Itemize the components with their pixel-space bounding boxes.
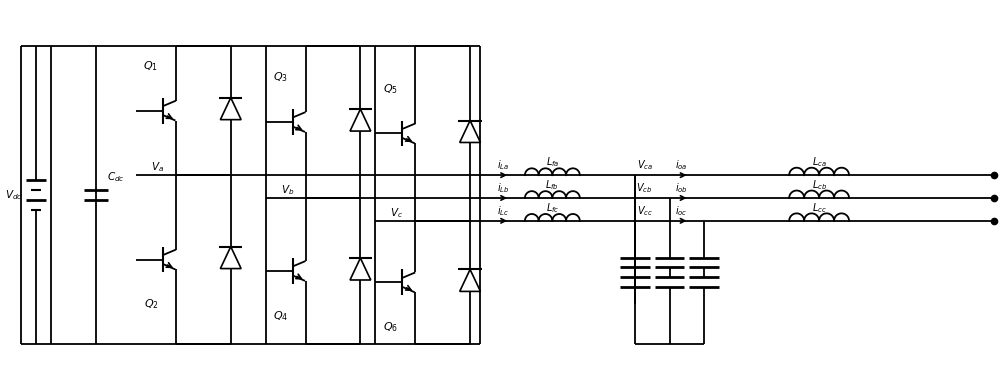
Text: $C_{dc}$: $C_{dc}$ [107,170,125,184]
Text: $i_{ob}$: $i_{ob}$ [675,181,688,195]
Text: $Q_2$: $Q_2$ [144,297,158,311]
Text: $V_a$: $V_a$ [151,160,164,174]
Text: $V_{dc}$: $V_{dc}$ [5,188,22,202]
Text: $L_{ca}$: $L_{ca}$ [812,155,827,169]
Text: $i_{oc}$: $i_{oc}$ [675,204,688,218]
Text: $i_{Lc}$: $i_{Lc}$ [497,204,509,218]
Text: $V_{cc}$: $V_{cc}$ [637,204,653,218]
Text: $L_{fb}$: $L_{fb}$ [545,178,559,192]
Text: $Q_4$: $Q_4$ [273,309,288,323]
Text: $L_{cb}$: $L_{cb}$ [812,178,827,192]
Text: $L_{fa}$: $L_{fa}$ [546,155,559,169]
Text: $V_{ca}$: $V_{ca}$ [637,158,653,172]
Text: $L_{cc}$: $L_{cc}$ [812,201,827,215]
Text: $Q_3$: $Q_3$ [273,71,288,84]
Text: $Q_6$: $Q_6$ [383,320,398,334]
Text: $i_{La}$: $i_{La}$ [497,158,509,172]
Text: $i_{oa}$: $i_{oa}$ [675,158,688,172]
Text: $V_{cb}$: $V_{cb}$ [636,181,653,195]
Text: $i_{Lb}$: $i_{Lb}$ [497,181,509,195]
Text: $Q_1$: $Q_1$ [143,59,158,73]
Text: $V_b$: $V_b$ [281,183,294,197]
Text: $L_{fc}$: $L_{fc}$ [546,201,559,215]
Text: $Q_5$: $Q_5$ [383,82,398,96]
Text: $V_c$: $V_c$ [390,206,403,220]
